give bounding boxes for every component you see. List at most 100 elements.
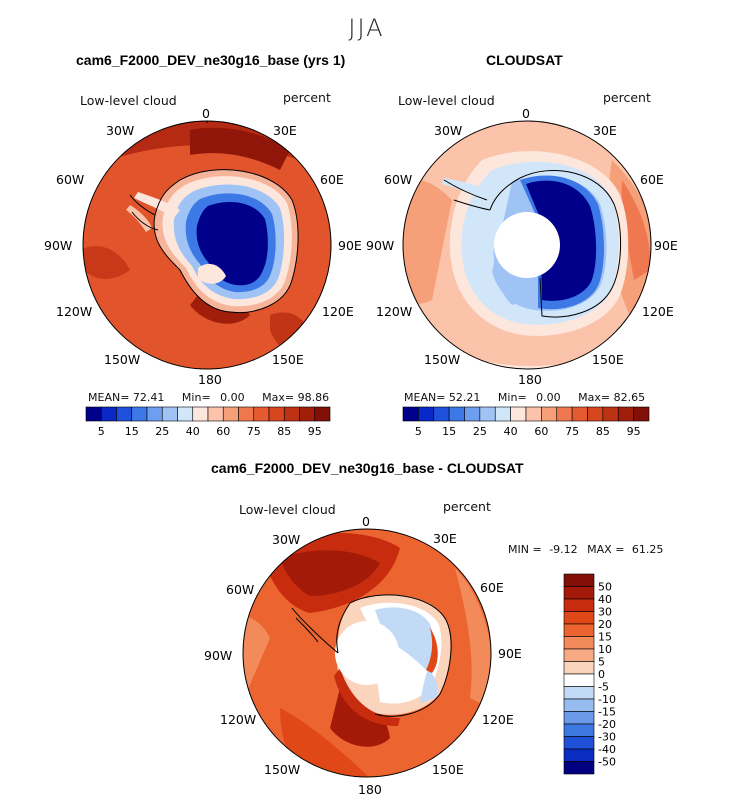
panel1-colorbar: 5 15 25 40 60 75 85 95 [85, 406, 331, 438]
panel1-title: cam6_F2000_DEV_ne30g16_base (yrs 1) [76, 52, 346, 68]
colorbar-swatch [433, 406, 450, 422]
p1-lon-150w: 150W [104, 352, 140, 367]
p1-lon-150e: 150E [272, 352, 304, 367]
colorbar-tick-label: 20 [598, 618, 612, 631]
colorbar-tick-label: 40 [598, 593, 612, 606]
colorbar-swatch [116, 406, 133, 422]
colorbar-swatch [100, 406, 117, 422]
colorbar-swatch [563, 711, 595, 725]
p1-lon-60w: 60W [56, 172, 84, 187]
colorbar-swatch [563, 661, 595, 675]
colorbar-swatch [161, 406, 178, 422]
p3-max-value: 61.25 [631, 543, 664, 556]
colorbar-swatch [563, 611, 595, 625]
colorbar-swatch [563, 748, 595, 762]
colorbar-swatch [563, 598, 595, 612]
colorbar-swatch [563, 723, 595, 737]
colorbar-swatch [192, 406, 209, 422]
colorbar-swatch [563, 573, 595, 587]
p2-max-label: Max= [578, 391, 611, 404]
panel2-units-label: percent [603, 90, 651, 105]
colorbar-tick-label: 5 [598, 656, 605, 669]
p1-lon-30e: 30E [273, 123, 297, 138]
colorbar-swatch [587, 406, 604, 422]
colorbar-swatch [563, 648, 595, 662]
p3-lon-90e: 90E [498, 646, 522, 661]
panel3-title: cam6_F2000_DEV_ne30g16_base - CLOUDSAT [211, 460, 524, 476]
colorbar-swatch [418, 406, 435, 422]
p2-lon-60e: 60E [640, 172, 664, 187]
p2-lon-90w: 90W [366, 238, 394, 253]
colorbar-tick-label: 85 [277, 425, 291, 438]
colorbar-swatch [602, 406, 619, 422]
p2-max-value: 82.65 [613, 391, 646, 404]
colorbar-swatch [563, 623, 595, 637]
p3-lon-30e: 30E [433, 531, 457, 546]
panel1-polar-map: 0 30E 60E 90E 120E 150E 180 150W 120W 90… [44, 106, 362, 387]
colorbar-tick-label: 0 [598, 668, 605, 681]
panel2-colorbar: 5 15 25 40 60 75 85 95 [402, 406, 650, 438]
colorbar-tick-label: 25 [155, 425, 169, 438]
colorbar-swatch [563, 698, 595, 712]
p2-lon-60w: 60W [384, 172, 412, 187]
colorbar-tick-label: 15 [442, 425, 456, 438]
p2-lon-30e: 30E [593, 123, 617, 138]
p1-lon-60e: 60E [320, 172, 344, 187]
p2-lon-30w: 30W [434, 123, 462, 138]
colorbar-tick-label: 5 [98, 425, 105, 438]
p2-mean-label: MEAN= [404, 391, 446, 404]
p3-lon-0: 0 [362, 514, 370, 529]
p3-lon-120w: 120W [220, 712, 256, 727]
colorbar-tick-label: 60 [534, 425, 548, 438]
p3-max-label: MAX = [587, 543, 625, 556]
colorbar-swatch [268, 406, 285, 422]
colorbar-swatch [563, 673, 595, 687]
p3-lon-90w: 90W [204, 648, 232, 663]
p1-lon-0: 0 [202, 106, 210, 121]
panel2-polar-map: 0 30E 60E 90E 120E 150E 180 150W 120W 90… [366, 106, 678, 387]
p2-lon-120w: 120W [376, 304, 412, 319]
p2-lon-0: 0 [522, 106, 530, 121]
colorbar-tick-label: 25 [473, 425, 487, 438]
colorbar-tick-label: 10 [598, 643, 612, 656]
colorbar-swatch [464, 406, 481, 422]
colorbar-swatch [563, 636, 595, 650]
p1-max-value: 98.86 [297, 391, 330, 404]
p3-lon-150e: 150E [432, 762, 464, 777]
colorbar-swatch [563, 586, 595, 600]
p3-lon-30w: 30W [272, 532, 300, 547]
p1-lon-30w: 30W [106, 123, 134, 138]
p3-lon-60e: 60E [480, 580, 504, 595]
panel2-title: CLOUDSAT [486, 52, 563, 68]
panel3-variable-label: Low-level cloud [239, 502, 336, 517]
colorbar-swatch [563, 686, 595, 700]
colorbar-swatch [633, 406, 650, 422]
season-title: JJA [348, 14, 385, 42]
colorbar-swatch [563, 761, 595, 775]
p2-lon-120e: 120E [642, 304, 674, 319]
p1-lon-120e: 120E [322, 304, 354, 319]
colorbar-swatch [131, 406, 148, 422]
colorbar-swatch [146, 406, 163, 422]
p2-min-label: Min= [497, 391, 527, 404]
colorbar-tick-label: 5 [415, 425, 422, 438]
colorbar-swatch [448, 406, 465, 422]
colorbar-swatch [571, 406, 588, 422]
p3-lon-180: 180 [358, 782, 382, 797]
panel3-units-label: percent [443, 499, 491, 514]
colorbar-swatch [314, 406, 331, 422]
colorbar-swatch [253, 406, 270, 422]
colorbar-tick-label: -20 [598, 718, 616, 731]
colorbar-tick-label: 40 [504, 425, 518, 438]
colorbar-tick-label: 40 [186, 425, 200, 438]
p3-lon-60w: 60W [226, 582, 254, 597]
p1-min-label: Min= [181, 391, 211, 404]
p1-mean-value: 72.41 [132, 391, 165, 404]
p1-lon-90w: 90W [44, 238, 72, 253]
colorbar-tick-label: -30 [598, 731, 616, 744]
panel2-variable-label: Low-level cloud [398, 93, 495, 108]
p1-lon-90e: 90E [338, 238, 362, 253]
colorbar-tick-label: -50 [598, 756, 616, 769]
p2-lon-150e: 150E [592, 352, 624, 367]
